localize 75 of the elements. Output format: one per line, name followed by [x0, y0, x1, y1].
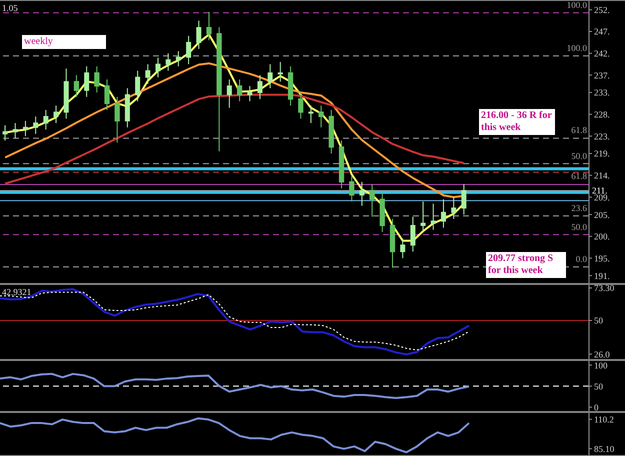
- y-tick-label: 195.: [594, 253, 610, 264]
- y-tick-label: 85.10: [594, 444, 615, 454]
- y-tick-label: 200.: [594, 232, 610, 242]
- candlestick: [400, 238, 406, 259]
- y-tick-label: 110.2: [594, 414, 614, 425]
- y-tick-label: 237.: [594, 70, 610, 80]
- candlestick: [451, 196, 456, 220]
- y-tick-label: 205.: [594, 210, 610, 220]
- annotation: 100.0: [566, 42, 587, 53]
- candlestick: [308, 105, 314, 124]
- y-tick-label: 228.: [594, 110, 610, 120]
- candlestick: [440, 198, 446, 228]
- candlestick: [278, 62, 283, 82]
- annotation: 100.0: [566, 0, 587, 10]
- y-tick-label: 191.: [594, 270, 610, 281]
- candlestick: [318, 105, 324, 128]
- y-tick-label: 26.0: [594, 349, 610, 360]
- annotation: 50.0: [571, 150, 587, 161]
- annotation: 23.6: [571, 202, 587, 213]
- line-series: [0, 372, 470, 399]
- candlestick: [359, 181, 364, 206]
- candlestick: [349, 174, 354, 202]
- candlestick: [12, 122, 18, 139]
- ref-line-label: 211.: [592, 186, 608, 196]
- annotation: 1.05: [2, 2, 18, 14]
- y-tick-label: 73.30: [594, 283, 615, 294]
- candlestick: [247, 85, 252, 102]
- y-tick-label: 252.: [594, 4, 610, 15]
- y-tick-label: 247.: [594, 26, 610, 37]
- candlestick: [2, 124, 8, 141]
- y-tick-label: 50: [594, 316, 604, 326]
- candlestick: [257, 74, 262, 100]
- candlestick: [196, 20, 202, 50]
- y-tick-label: 214.: [594, 170, 610, 181]
- candlestick: [166, 52, 171, 72]
- candlestick: [104, 78, 110, 110]
- candlestick: [206, 11, 212, 41]
- candlestick: [176, 50, 181, 67]
- candlestick: [268, 64, 273, 89]
- annotation: 61.8: [571, 171, 587, 182]
- y-tick-label: 233.: [594, 88, 610, 98]
- candlestick: [43, 109, 48, 130]
- note-box: 216.00 - 36 R for this week: [479, 109, 555, 135]
- candlestick: [33, 116, 38, 134]
- candlestick: [186, 35, 192, 65]
- annotation: 0.0: [576, 254, 587, 264]
- candlestick: [370, 184, 375, 218]
- candlestick: [54, 105, 59, 124]
- candlestick: [236, 78, 242, 102]
- candlestick: [84, 66, 90, 98]
- candlestick: [114, 96, 120, 144]
- y-tick-label: 242.: [594, 48, 610, 58]
- note-box: weekly: [22, 35, 106, 49]
- line-series: [0, 417, 470, 454]
- y-tick-label: 100: [594, 360, 608, 370]
- candlestick: [430, 203, 436, 230]
- candlestick: [155, 57, 160, 78]
- candlestick: [298, 92, 304, 120]
- candlestick: [461, 184, 466, 216]
- y-tick-label: 50: [594, 381, 604, 392]
- y-tick-label: 219.: [594, 148, 610, 159]
- note-box: 209.77 strong S for this week: [486, 252, 566, 278]
- y-tick-label: 223.: [594, 131, 610, 142]
- candlestick: [135, 70, 140, 102]
- candlestick: [145, 64, 150, 84]
- annotation: 50.0: [571, 222, 587, 232]
- candlestick: [420, 200, 426, 233]
- annotation: 42.9321: [2, 286, 32, 298]
- candlestick: [226, 78, 232, 108]
- candlestick: [22, 120, 28, 137]
- annotation: 61.8: [571, 125, 587, 136]
- candlestick: [74, 74, 80, 98]
- candlestick: [94, 66, 100, 94]
- y-tick-label: 0: [594, 402, 599, 412]
- candlestick: [410, 216, 416, 252]
